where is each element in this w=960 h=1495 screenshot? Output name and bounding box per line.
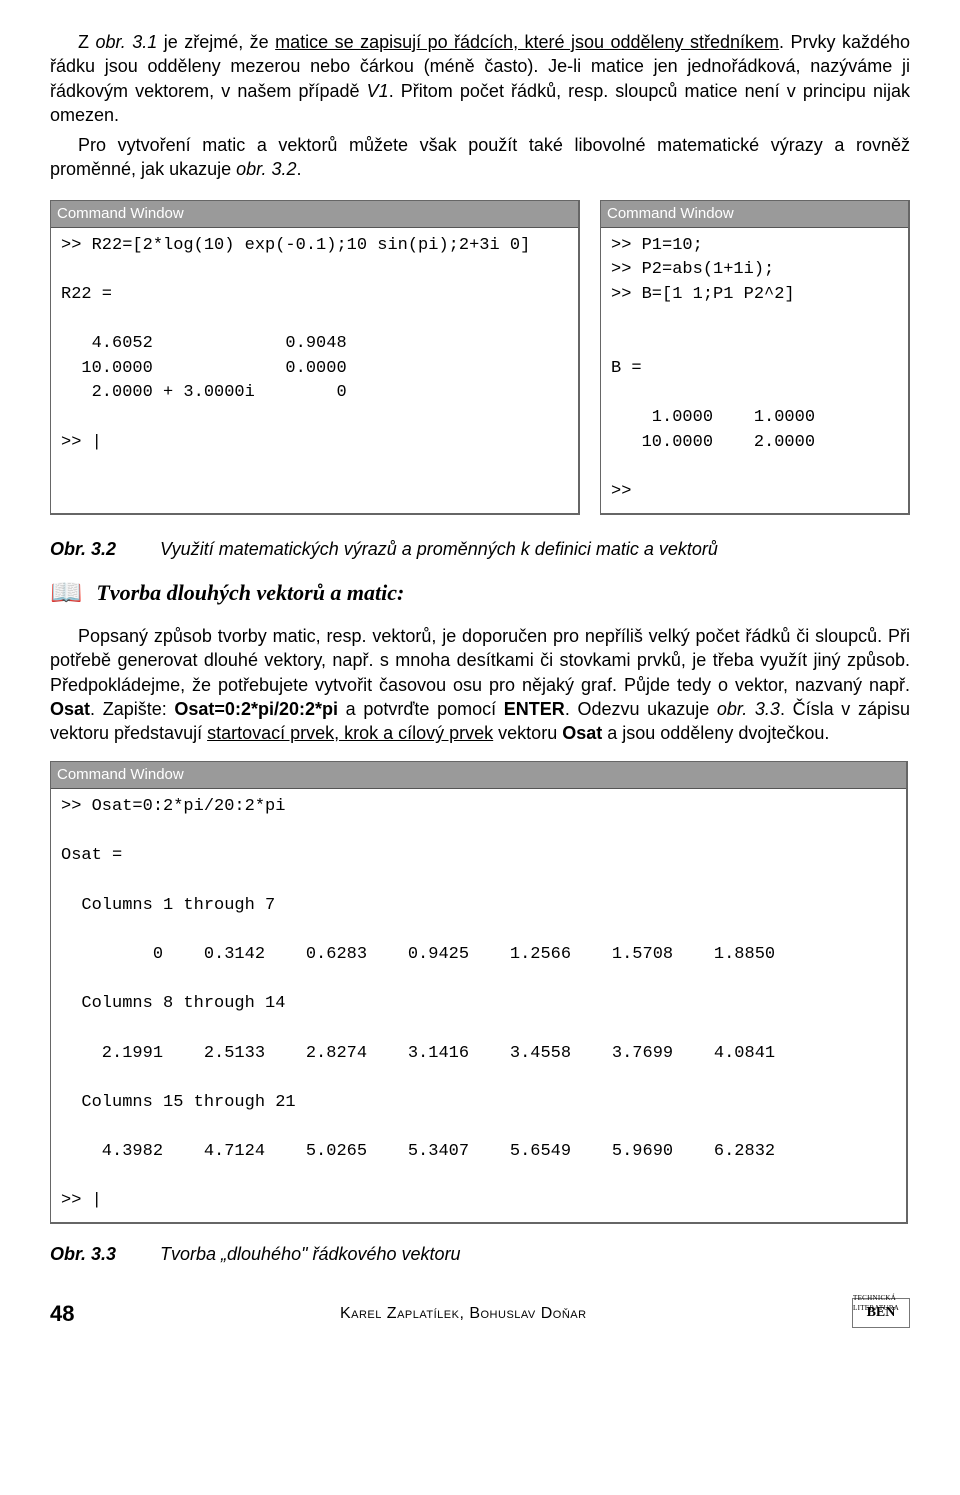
cmdwin-bottom-content: >> Osat=0:2*pi/20:2*pi Osat = Columns 1 … [51,789,906,1222]
publisher-logo: TECHNICKÁ LITERATURA BEN [852,1298,910,1328]
logo-top-text: TECHNICKÁ LITERATURA [853,1294,909,1313]
p3-g: a jsou odděleny dvojtečkou. [602,723,829,743]
command-window-right: Command Window >> P1=10; >> P2=abs(1+1i)… [600,200,910,515]
page-number: 48 [50,1299,74,1329]
p3-c: a potvrďte pomocí [338,699,504,719]
caption-3-3-text: Tvorba „dlouhého" řádkového vektoru [160,1242,910,1266]
figure-3-2-row: Command Window >> R22=[2*log(10) exp(-0.… [50,200,910,515]
section-title: Tvorba dlouhých vektorů a matic: [96,578,404,608]
paragraph-3: Popsaný způsob tvorby matic, resp. vekto… [50,624,910,745]
cmdwin-titlebar: Command Window [601,201,908,228]
p2-b: . [296,159,301,179]
p1-u1: matice se zapisují po řádcích, které jso… [275,32,779,52]
command-window-bottom: Command Window >> Osat=0:2*pi/20:2*pi Os… [50,761,908,1224]
p2-a: Pro vytvoření matic a vektorů můžete vša… [50,135,910,179]
p2-ref: obr. 3.2 [236,159,296,179]
caption-3-2-label: Obr. 3.2 [50,537,160,561]
p3-f: vektoru [493,723,562,743]
p3-enter: ENTER [504,699,565,719]
caption-3-2: Obr. 3.2 Využití matematických výrazů a … [50,537,910,561]
footer-authors: Karel Zaplatílek, Bohuslav Doňar [74,1303,852,1325]
p1-lead: Z [78,32,95,52]
p3-osat2: Osat [562,723,602,743]
p3-a: Popsaný způsob tvorby matic, resp. vekto… [50,626,910,695]
p1-a: je zřejmé, že [157,32,275,52]
p3-b: . Zapište: [90,699,174,719]
p1-v1: V1 [367,81,389,101]
open-book-icon: 📖 [50,575,82,610]
section-heading-row: 📖 Tvorba dlouhých vektorů a matic: [50,575,910,610]
paragraph-1: Z obr. 3.1 je zřejmé, že matice se zapis… [50,30,910,127]
p3-osat1: Osat [50,699,90,719]
p1-ref: obr. 3.1 [95,32,157,52]
cmdwin-titlebar: Command Window [51,762,906,789]
p3-d: . Odezvu ukazuje [565,699,717,719]
caption-3-3: Obr. 3.3 Tvorba „dlouhého" řádkového vek… [50,1242,910,1266]
caption-3-2-text: Využití matematických výrazů a proměnnýc… [160,537,910,561]
page-footer: 48 Karel Zaplatílek, Bohuslav Doňar TECH… [50,1292,910,1328]
p3-code: Osat=0:2*pi/20:2*pi [174,699,338,719]
p3-u1: startovací prvek, krok a cílový prvek [207,723,493,743]
caption-3-3-label: Obr. 3.3 [50,1242,160,1266]
cmdwin-left-content: >> R22=[2*log(10) exp(-0.1);10 sin(pi);2… [51,228,578,464]
p3-ref: obr. 3.3 [717,699,780,719]
command-window-left: Command Window >> R22=[2*log(10) exp(-0.… [50,200,580,515]
cmdwin-right-content: >> P1=10; >> P2=abs(1+1i); >> B=[1 1;P1 … [601,228,908,513]
cmdwin-titlebar: Command Window [51,201,578,228]
paragraph-2: Pro vytvoření matic a vektorů můžete vša… [50,133,910,182]
